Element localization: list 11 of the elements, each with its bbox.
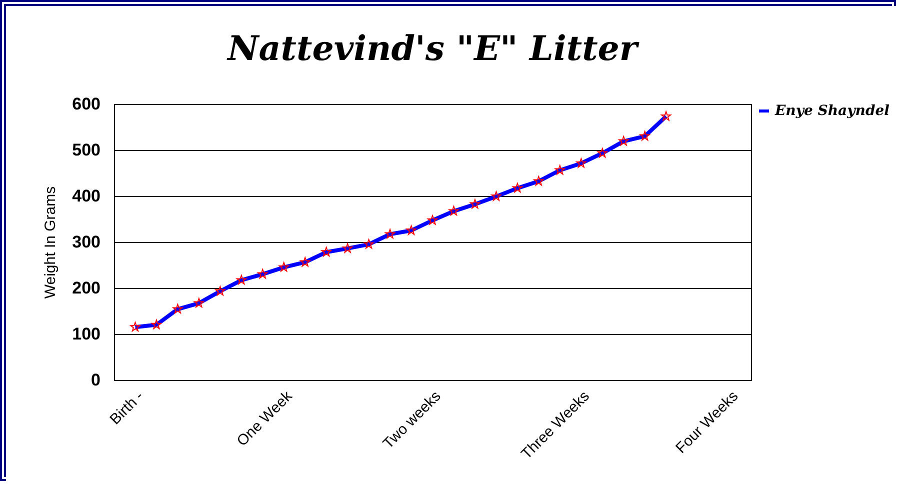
y-tick-label: 400 (72, 186, 100, 206)
y-tick-label: 0 (91, 370, 100, 390)
y-tick-label: 500 (72, 140, 100, 160)
chart-title: Nattevind's "E" Litter (226, 29, 640, 69)
legend-label: Enye Shayndel (774, 103, 890, 119)
y-tick-label: 600 (72, 94, 100, 114)
y-tick-label: 100 (72, 324, 100, 344)
y-tick-label: 300 (72, 232, 100, 252)
y-tick-label: 200 (72, 278, 100, 298)
y-axis-title: Weight In Grams (42, 186, 60, 299)
x-tick-label: Birth - (106, 388, 148, 428)
